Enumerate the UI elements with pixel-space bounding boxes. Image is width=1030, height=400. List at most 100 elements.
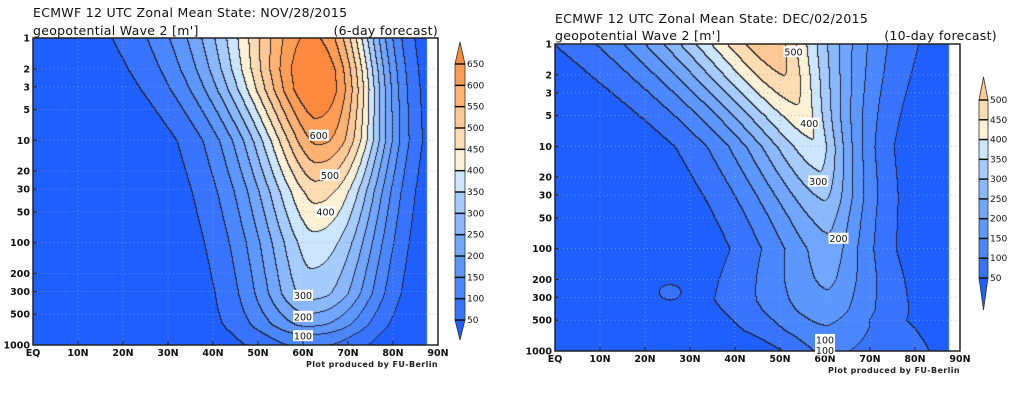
- colorbar-swatch: [978, 99, 989, 121]
- contour-label: 100: [294, 332, 312, 343]
- x-tick-label: 20N: [112, 348, 133, 359]
- contour-label: 200: [829, 234, 847, 245]
- y-tick-label: 2: [23, 64, 30, 75]
- plot-frame: [554, 43, 961, 352]
- colorbar-label: 50: [990, 274, 1002, 284]
- x-tick-label: EQ: [548, 354, 563, 365]
- x-tick-label: 90N: [949, 354, 970, 365]
- colorbar-label: 50: [467, 316, 479, 326]
- y-tick-label: 2: [545, 70, 552, 81]
- y-tick-label: 200: [532, 275, 552, 286]
- colorbar-swatch: [978, 198, 989, 220]
- x-tick-label: 70N: [859, 354, 880, 365]
- contour-label: 100: [816, 335, 834, 346]
- colorbar-swatch: [978, 238, 989, 259]
- contour-label: 200: [294, 312, 312, 323]
- contour-label-bg: [808, 175, 829, 187]
- chart-title: ECMWF 12 UTC Zonal Mean State: NOV/28/20…: [33, 5, 348, 20]
- colorbar-label: 100: [467, 295, 484, 305]
- contour-label: 500: [321, 171, 339, 182]
- y-tick-label: 1: [23, 34, 30, 45]
- colorbar-swatch: [978, 218, 989, 239]
- colorbar-label: 650: [467, 60, 484, 70]
- x-tick-label: 90N: [427, 348, 448, 359]
- contour-label-bg: [293, 330, 313, 342]
- y-tick-label: 50: [17, 207, 31, 218]
- contour-label-bg: [293, 310, 313, 322]
- colorbar-min-triangle: [978, 277, 989, 311]
- contour-label: 300: [294, 291, 312, 302]
- colorbar-label: 200: [990, 215, 1007, 225]
- colorbar-swatch: [978, 158, 989, 180]
- y-tick-label: 50: [539, 213, 553, 224]
- contour-label: 100: [816, 346, 834, 357]
- contour-label: 300: [809, 177, 827, 188]
- x-tick-label: 30N: [157, 348, 178, 359]
- forecast-note: (10-day forecast): [884, 28, 997, 43]
- x-tick-label: 80N: [904, 354, 925, 365]
- x-tick-label: 80N: [382, 348, 403, 359]
- y-tick-label: 3: [545, 88, 552, 99]
- colorbar-label: 250: [990, 195, 1007, 205]
- contour-label-bg: [293, 289, 313, 301]
- plot-frame: [32, 37, 439, 346]
- x-tick-label: 60N: [814, 354, 835, 365]
- contour-label-bg: [799, 117, 820, 129]
- y-tick-label: 3: [23, 82, 30, 93]
- chart-subtitle: geopotential Wave 2 [m']: [33, 23, 199, 38]
- y-tick-label: 10: [17, 136, 31, 147]
- contour-label-bg: [308, 129, 329, 141]
- colorbar-label: 450: [990, 116, 1007, 126]
- colorbar-label: 450: [467, 145, 484, 155]
- x-tick-label: 60N: [292, 348, 313, 359]
- credit-text: Plot produced by FU-Berlin: [305, 360, 438, 369]
- colorbar-label: 350: [990, 155, 1007, 165]
- colorbar-label: 150: [990, 234, 1007, 244]
- colorbar-label: 200: [467, 252, 484, 262]
- y-tick-label: 30: [17, 185, 31, 196]
- contour-label: 600: [310, 131, 328, 142]
- colorbar-label: 400: [990, 136, 1007, 146]
- x-tick-label: EQ: [26, 348, 41, 359]
- contour-label-bg: [315, 205, 336, 217]
- x-tick-label: 10N: [589, 354, 610, 365]
- y-tick-label: 1: [545, 40, 552, 51]
- colorbar-swatch: [978, 178, 989, 200]
- y-tick-label: 500: [10, 310, 30, 321]
- colorbar-max-triangle: [978, 76, 989, 101]
- y-tick-label: 300: [532, 293, 552, 304]
- colorbar-label: 250: [467, 231, 484, 241]
- colorbar-label: 500: [990, 96, 1007, 106]
- colorbar-label: 300: [990, 175, 1007, 185]
- colorbar-swatch: [978, 257, 989, 279]
- contour-field: [555, 44, 960, 351]
- contour-label: 400: [316, 207, 334, 218]
- colorbar-label: 350: [467, 188, 484, 198]
- chart-title: ECMWF 12 UTC Zonal Mean State: DEC/02/20…: [555, 11, 869, 26]
- contour-field: [33, 38, 438, 345]
- y-tick-label: 5: [23, 105, 30, 116]
- x-tick-label: 50N: [769, 354, 790, 365]
- colorbar-label: 150: [467, 273, 484, 283]
- y-tick-label: 20: [539, 173, 553, 184]
- y-tick-label: 30: [539, 191, 553, 202]
- y-tick-label: 100: [532, 244, 552, 255]
- colorbar-swatch: [978, 139, 989, 160]
- y-tick-label: 10: [539, 142, 553, 153]
- y-tick-label: 200: [10, 269, 30, 280]
- contour-label-bg: [783, 46, 804, 58]
- colorbar-label: 500: [467, 124, 484, 134]
- y-tick-label: 5: [545, 111, 552, 122]
- x-tick-label: 30N: [679, 354, 700, 365]
- colorbar-label: 600: [467, 81, 484, 91]
- colorbar-label: 100: [990, 254, 1007, 264]
- y-tick-label: 100: [10, 238, 30, 249]
- contour-label: 500: [784, 48, 802, 59]
- forecast-note: (6-day forecast): [333, 23, 438, 38]
- colorbar-label: 400: [467, 167, 484, 177]
- contour-label-bg: [815, 333, 835, 345]
- x-tick-label: 40N: [202, 348, 223, 359]
- contour-label-bg: [815, 344, 835, 356]
